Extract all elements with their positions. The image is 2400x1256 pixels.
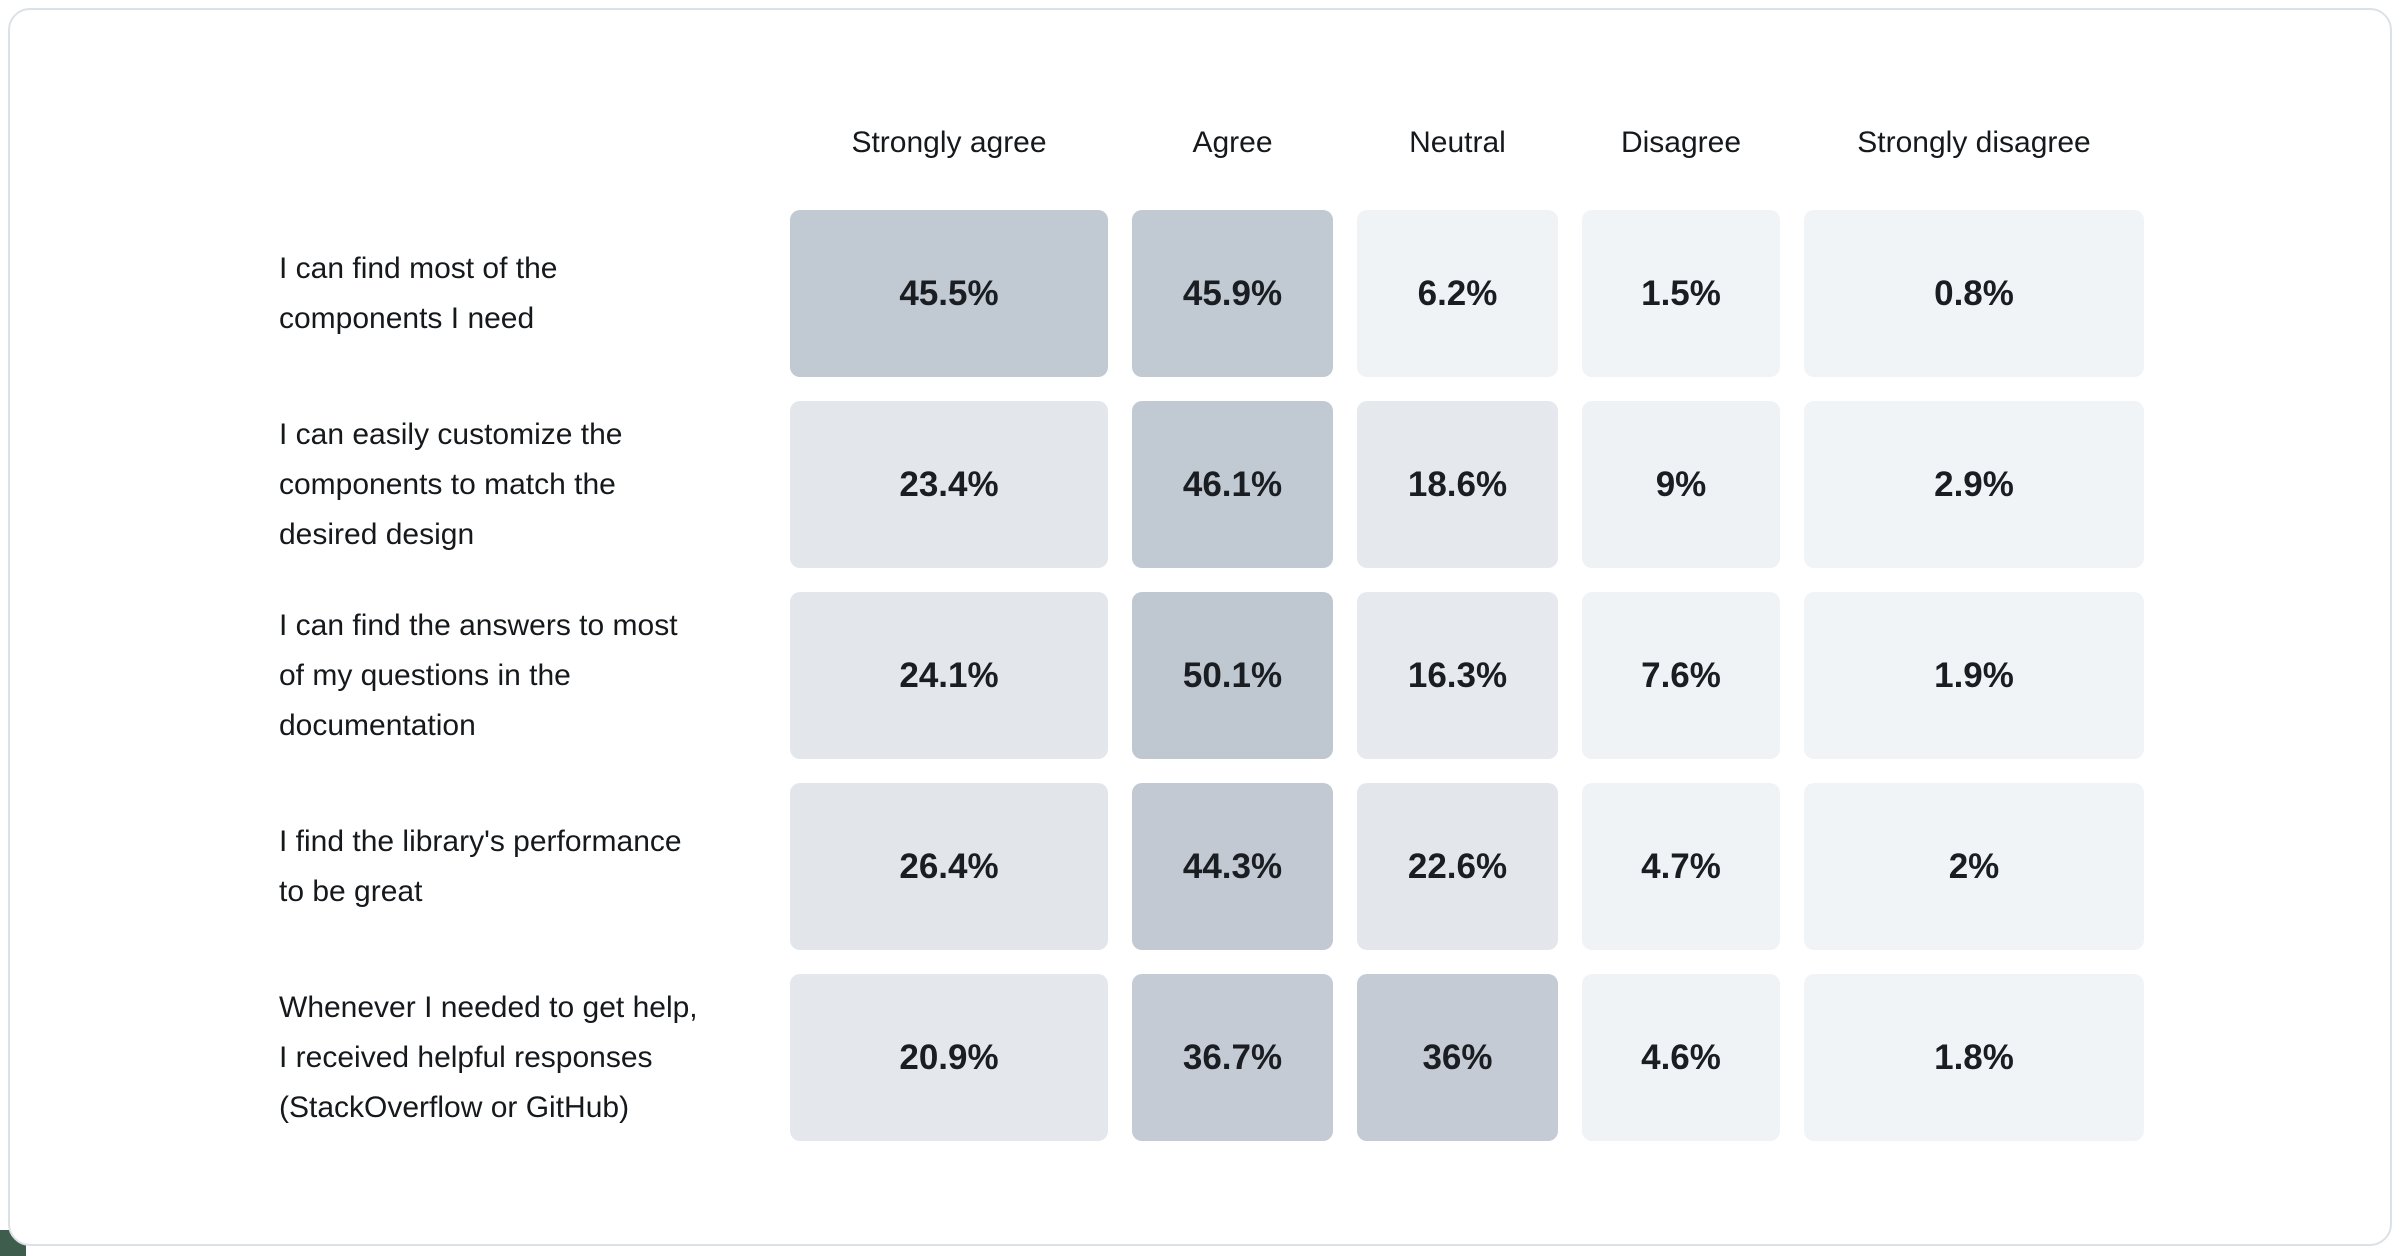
heatmap-cell: 6.2% xyxy=(1357,210,1558,377)
row-label: I can find most of the components I need xyxy=(277,210,766,377)
row-label-line: components I need xyxy=(279,301,535,335)
heatmap-cell: 36% xyxy=(1357,974,1558,1141)
row-label-line: I can find most of the xyxy=(279,251,558,285)
heatmap-cell: 2.9% xyxy=(1804,401,2144,568)
heatmap-cell: 46.1% xyxy=(1132,401,1333,568)
heatmap-cell: 24.1% xyxy=(790,592,1108,759)
heatmap-cell: 9% xyxy=(1582,401,1780,568)
heatmap-cell: 44.3% xyxy=(1132,783,1333,950)
row-label: I find the library's performance to be gr… xyxy=(277,783,766,950)
heatmap-cell: 7.6% xyxy=(1582,592,1780,759)
heatmap-cell: 1.8% xyxy=(1804,974,2144,1141)
heatmap-cell: 18.6% xyxy=(1357,401,1558,568)
heatmap-cell: 16.3% xyxy=(1357,592,1558,759)
row-label-line: I received helpful responses xyxy=(279,1040,653,1074)
row-label-line: to be great xyxy=(279,874,423,908)
row-label-line: I can find the answers to most xyxy=(279,608,678,642)
likert-heatmap-table: Strongly agree Agree Neutral Disagree Strong… xyxy=(277,100,2144,1141)
heatmap-cell: 26.4% xyxy=(790,783,1108,950)
heatmap-cell: 22.6% xyxy=(1357,783,1558,950)
row-label: I can easily customize the components to … xyxy=(277,401,766,568)
row-label-line: documentation xyxy=(279,708,476,742)
heatmap-cell: 2% xyxy=(1804,783,2144,950)
heatmap-cell: 45.5% xyxy=(790,210,1108,377)
heatmap-cell: 50.1% xyxy=(1132,592,1333,759)
heatmap-cell: 0.8% xyxy=(1804,210,2144,377)
heatmap-cell: 1.9% xyxy=(1804,592,2144,759)
matrix-corner-spacer xyxy=(277,100,766,186)
row-label-line: I find the library's performance xyxy=(279,824,682,858)
heatmap-cell: 4.7% xyxy=(1582,783,1780,950)
heatmap-cell: 4.6% xyxy=(1582,974,1780,1141)
heatmap-cell: 45.9% xyxy=(1132,210,1333,377)
row-label: I can find the answers to most of my ques… xyxy=(277,592,766,759)
column-header-strongly-disagree: Strongly disagree xyxy=(1857,126,2091,159)
column-header-strongly-agree: Strongly agree xyxy=(851,126,1047,159)
heatmap-cell: 1.5% xyxy=(1582,210,1780,377)
column-header-disagree: Disagree xyxy=(1620,126,1742,159)
row-label-line: (StackOverflow or GitHub) xyxy=(279,1090,630,1124)
row-label-line: I can easily customize the xyxy=(279,417,623,451)
heatmap-cell: 23.4% xyxy=(790,401,1108,568)
row-label-line: of my questions in the xyxy=(279,658,571,692)
row-label-line: Whenever I needed to get help, xyxy=(279,990,698,1024)
heatmap-cell: 36.7% xyxy=(1132,974,1333,1141)
column-header-agree: Agree xyxy=(1192,126,1273,159)
row-label-line: desired design xyxy=(279,517,475,551)
row-label: Whenever I needed to get help, I received… xyxy=(277,974,766,1141)
heatmap-cell: 20.9% xyxy=(790,974,1108,1141)
survey-results-card: Strongly agree Agree Neutral Disagree Strong… xyxy=(8,8,2392,1246)
column-header-neutral: Neutral xyxy=(1409,126,1506,159)
row-label-line: components to match the xyxy=(279,467,616,501)
